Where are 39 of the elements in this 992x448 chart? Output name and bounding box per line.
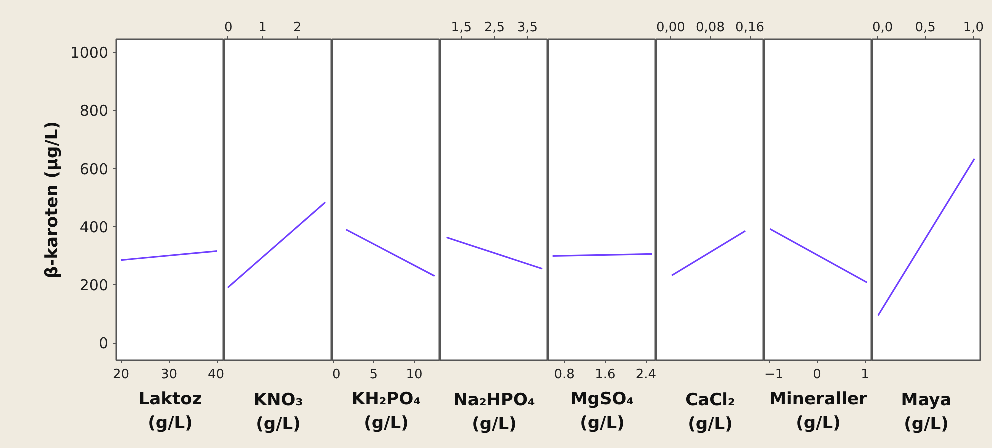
x-tick-label: 2 [294, 20, 302, 36]
y-tick-label: 400 [80, 218, 109, 236]
x-axis-title: MgSO₄ (g/L) [570, 390, 634, 434]
x-tick-label: 0,08 [696, 20, 725, 36]
x-axis-title: Na₂HPO₄ (g/L) [454, 390, 536, 434]
x-tick-label: 1 [258, 20, 267, 36]
x-tick-label: 0,0 [872, 20, 894, 36]
x-tick-label: 0,5 [915, 20, 936, 36]
x-tick-label: 1,0 [963, 20, 984, 36]
y-tick-label: 0 [98, 334, 109, 353]
y-tick-label: 800 [80, 102, 109, 120]
y-tick-label: 200 [80, 276, 109, 294]
x-tick-label: 0 [813, 368, 822, 382]
x-tick-label: 30 [161, 368, 178, 382]
x-axis-title: CaCl₂ (g/L) [686, 390, 736, 434]
x-tick-label: 3,5 [517, 20, 538, 36]
x-tick-label: 0,00 [656, 20, 686, 36]
x-axis-title: Mineraller (g/L) [770, 390, 868, 434]
x-axis-title: Laktoz (g/L) [138, 390, 202, 434]
x-tick-label: 1.6 [595, 368, 616, 382]
x-tick-label: 40 [208, 368, 225, 382]
x-tick-label: 1,5 [451, 20, 472, 36]
x-tick-label: −1 [764, 368, 784, 382]
y-tick-label: 1000 [70, 44, 109, 62]
x-tick-label: 0 [332, 368, 341, 382]
x-tick-label: 2,5 [484, 20, 506, 36]
x-tick-label: 1 [861, 368, 870, 382]
x-tick-label: 2.4 [636, 368, 657, 382]
x-tick-label: 5 [370, 368, 378, 382]
x-axis-title: Maya (g/L) [901, 390, 952, 434]
y-axis-title: β-karoten (µg/L) [42, 121, 62, 278]
x-tick-label: 0,16 [736, 20, 765, 36]
y-tick-label: 600 [80, 160, 109, 178]
x-axis-title: KH₂PO₄ (g/L) [352, 390, 422, 434]
x-axis-title: KNO₃ (g/L) [254, 390, 304, 434]
x-tick-label: 20 [113, 368, 130, 382]
x-tick-label: 10 [406, 368, 423, 382]
x-tick-label: 0.8 [554, 368, 575, 382]
x-tick-label: 0 [224, 20, 233, 36]
